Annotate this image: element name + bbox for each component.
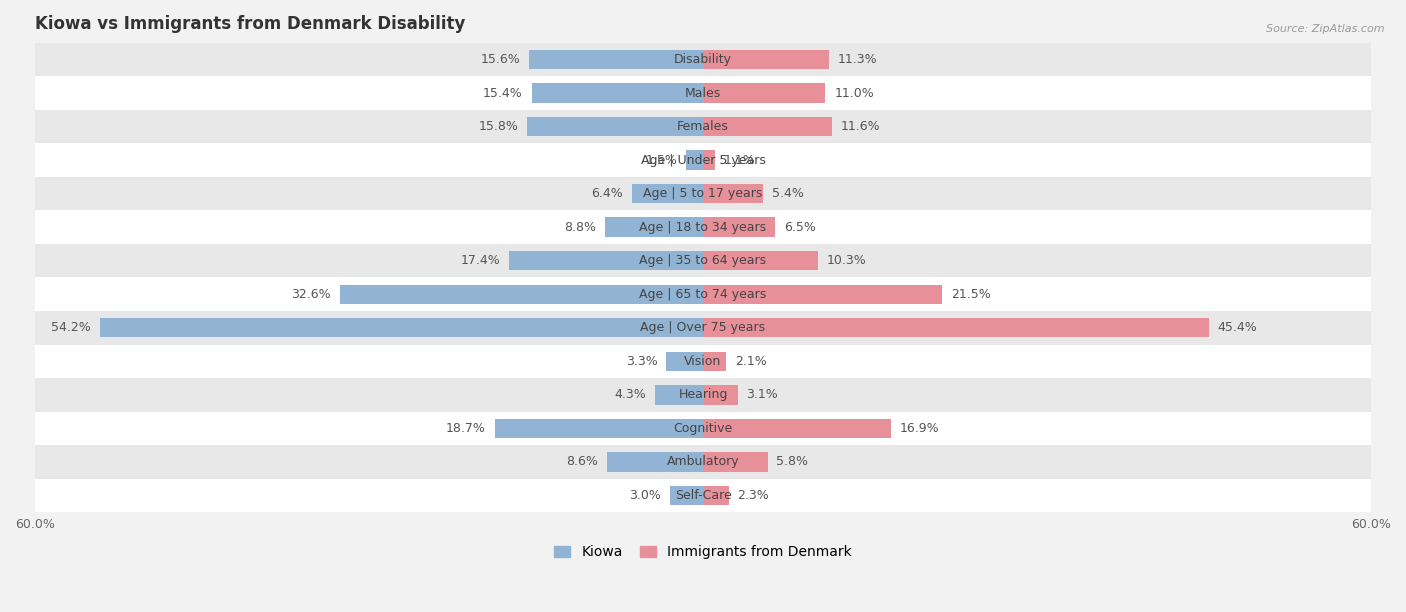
Text: Source: ZipAtlas.com: Source: ZipAtlas.com (1267, 24, 1385, 34)
Text: 15.8%: 15.8% (478, 120, 519, 133)
Bar (703, 151, 716, 170)
Text: 6.4%: 6.4% (591, 187, 623, 200)
Text: Age | Under 5 years: Age | Under 5 years (641, 154, 765, 166)
Text: 6.5%: 6.5% (785, 221, 815, 234)
Bar (607, 452, 703, 471)
Bar (35, 311, 1371, 345)
Bar (703, 419, 891, 438)
Bar (703, 285, 942, 304)
Text: Cognitive: Cognitive (673, 422, 733, 435)
Bar (703, 452, 768, 471)
Text: 54.2%: 54.2% (51, 321, 90, 334)
Text: Self-Care: Self-Care (675, 489, 731, 502)
Bar (35, 411, 1371, 445)
Text: Disability: Disability (673, 53, 733, 66)
Text: Age | Over 75 years: Age | Over 75 years (641, 321, 765, 334)
Text: 5.8%: 5.8% (776, 455, 808, 468)
Bar (703, 184, 763, 203)
Text: 3.3%: 3.3% (626, 355, 658, 368)
Bar (509, 251, 703, 271)
Bar (703, 485, 728, 505)
Bar (35, 345, 1371, 378)
Bar (655, 385, 703, 405)
Bar (340, 285, 703, 304)
Bar (527, 117, 703, 136)
Bar (35, 244, 1371, 277)
Text: 10.3%: 10.3% (827, 254, 866, 267)
Bar (703, 217, 775, 237)
Bar (495, 419, 703, 438)
Text: Males: Males (685, 87, 721, 100)
Bar (631, 184, 703, 203)
Bar (35, 110, 1371, 143)
Bar (35, 277, 1371, 311)
Text: 45.4%: 45.4% (1218, 321, 1257, 334)
Text: Ambulatory: Ambulatory (666, 455, 740, 468)
Text: 3.1%: 3.1% (747, 388, 778, 401)
Bar (35, 177, 1371, 211)
Bar (35, 211, 1371, 244)
Text: 18.7%: 18.7% (446, 422, 486, 435)
Text: 16.9%: 16.9% (900, 422, 939, 435)
Text: Age | 35 to 64 years: Age | 35 to 64 years (640, 254, 766, 267)
Text: 4.3%: 4.3% (614, 388, 647, 401)
Bar (703, 117, 832, 136)
Text: Age | 65 to 74 years: Age | 65 to 74 years (640, 288, 766, 300)
Text: 11.0%: 11.0% (834, 87, 875, 100)
Bar (35, 143, 1371, 177)
Text: 17.4%: 17.4% (461, 254, 501, 267)
Text: Females: Females (678, 120, 728, 133)
Bar (35, 378, 1371, 411)
Text: 1.5%: 1.5% (645, 154, 678, 166)
Legend: Kiowa, Immigrants from Denmark: Kiowa, Immigrants from Denmark (547, 538, 859, 566)
Bar (703, 50, 828, 69)
Text: 15.6%: 15.6% (481, 53, 520, 66)
Bar (35, 445, 1371, 479)
Text: Age | 18 to 34 years: Age | 18 to 34 years (640, 221, 766, 234)
Bar (703, 351, 727, 371)
Bar (703, 251, 818, 271)
Bar (703, 83, 825, 103)
Text: 2.1%: 2.1% (735, 355, 768, 368)
Text: Kiowa vs Immigrants from Denmark Disability: Kiowa vs Immigrants from Denmark Disabil… (35, 15, 465, 33)
Text: Hearing: Hearing (678, 388, 728, 401)
Text: 15.4%: 15.4% (482, 87, 523, 100)
Bar (531, 83, 703, 103)
Bar (35, 43, 1371, 76)
Bar (605, 217, 703, 237)
Text: 11.3%: 11.3% (838, 53, 877, 66)
Bar (100, 318, 703, 337)
Text: 3.0%: 3.0% (628, 489, 661, 502)
Text: Age | 5 to 17 years: Age | 5 to 17 years (644, 187, 762, 200)
Text: 21.5%: 21.5% (952, 288, 991, 300)
Text: 11.6%: 11.6% (841, 120, 880, 133)
Text: Vision: Vision (685, 355, 721, 368)
Text: 8.8%: 8.8% (564, 221, 596, 234)
Bar (703, 318, 1209, 337)
Text: 1.1%: 1.1% (724, 154, 756, 166)
Bar (686, 151, 703, 170)
Bar (529, 50, 703, 69)
Text: 5.4%: 5.4% (772, 187, 804, 200)
Bar (35, 76, 1371, 110)
Text: 32.6%: 32.6% (291, 288, 330, 300)
Bar (35, 479, 1371, 512)
Text: 8.6%: 8.6% (567, 455, 599, 468)
Text: 2.3%: 2.3% (738, 489, 769, 502)
Bar (666, 351, 703, 371)
Bar (669, 485, 703, 505)
Bar (703, 385, 738, 405)
